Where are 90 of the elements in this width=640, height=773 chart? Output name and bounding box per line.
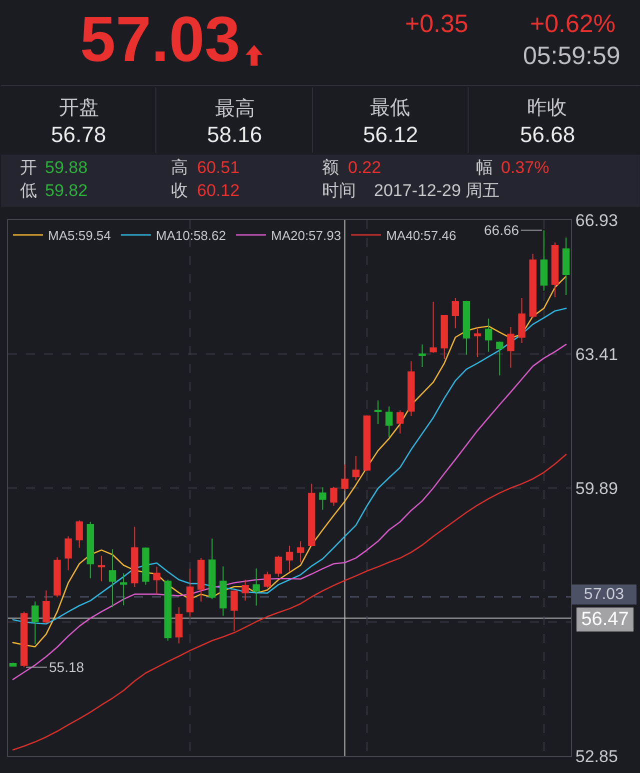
annotation: 66.66: [484, 222, 520, 238]
candlestick: [352, 456, 360, 481]
text: 56.12: [363, 122, 418, 147]
text: 0.22: [348, 158, 382, 177]
legend-label: MA5:59.54: [48, 228, 111, 244]
y-tick-label: 63.41: [575, 344, 618, 364]
text: 幅: [476, 158, 493, 177]
ref-line-label: 57.03: [584, 586, 624, 603]
candlestick: [197, 558, 205, 602]
candlestick: [108, 548, 116, 608]
text: 最低: [370, 97, 410, 119]
candlestick: [274, 555, 282, 578]
candlestick: [396, 410, 404, 434]
candlestick: [341, 464, 348, 492]
legend-label: MA10:58.62: [156, 228, 226, 244]
candlestick: [308, 483, 316, 548]
candlestick: [485, 318, 492, 352]
text: 时间: [322, 181, 356, 200]
candlestick: [208, 538, 216, 600]
candlestick: [507, 326, 514, 368]
candlestick: [518, 298, 526, 344]
candlestick: [32, 600, 39, 645]
candlestick: [142, 546, 150, 586]
candlestick: [296, 540, 304, 563]
text: 57.03: [80, 3, 240, 75]
text: 59.88: [45, 158, 88, 177]
candlestick: [98, 555, 106, 582]
candlestick: [562, 237, 570, 296]
candlestick: [430, 301, 437, 354]
text: 59.82: [45, 181, 88, 200]
candlestick: [551, 242, 559, 298]
text: +0.62%: [530, 10, 616, 38]
text: 56.68: [520, 122, 576, 147]
candlestick: [252, 568, 260, 606]
text: 开盘: [59, 97, 99, 119]
candlestick: [186, 568, 194, 618]
text: 05:59:59: [523, 42, 620, 70]
candlestick: [64, 536, 72, 571]
text: +0.35: [405, 10, 468, 38]
text: 60.12: [197, 181, 240, 200]
text: 额: [322, 158, 339, 177]
text: 0.37%: [501, 158, 550, 177]
candlestick: [76, 520, 83, 548]
text: 低: [20, 181, 37, 200]
line-series: [12, 454, 567, 751]
line-series: [12, 344, 567, 680]
candlestick: [496, 340, 504, 376]
candlestick: [220, 566, 227, 616]
text: 收: [171, 181, 188, 200]
candlestick: [440, 315, 448, 360]
candlestick: [131, 526, 138, 588]
candlestick: [363, 414, 371, 472]
candlestick: [462, 300, 470, 356]
text: 60.51: [197, 158, 240, 177]
text: 开: [20, 158, 37, 177]
candlestick: [120, 572, 128, 606]
candlestick: [175, 606, 182, 644]
legend-label: MA40:57.46: [386, 228, 456, 244]
candlestick: [319, 486, 326, 510]
candlestick: [408, 360, 415, 417]
annotation: 55.18: [49, 659, 84, 675]
ref-line-label: 56.47: [581, 609, 629, 630]
text: 2017-12-29 周五: [374, 181, 500, 200]
candlestick: [42, 590, 50, 624]
y-tick-label: 59.89: [575, 478, 618, 498]
text: 56.78: [51, 122, 106, 147]
candlestick: [20, 611, 28, 668]
candlestick: [330, 486, 338, 506]
text: 58.16: [207, 122, 262, 147]
candlestick: [86, 521, 94, 579]
y-tick-label: 66.93: [575, 210, 618, 230]
candlestick: [374, 400, 382, 425]
candlestick: [452, 298, 460, 329]
legend-label: MA20:57.93: [270, 228, 342, 244]
text: 高: [171, 158, 188, 177]
candlestick: [286, 545, 294, 572]
candlestick: [164, 579, 172, 642]
candlestick: [242, 579, 249, 602]
candlestick: [264, 571, 271, 588]
text: 最高: [215, 97, 255, 120]
candlestick: [54, 556, 61, 598]
candlestick: [385, 406, 393, 438]
candlestick: [474, 327, 482, 358]
text: 昨收: [527, 97, 567, 119]
candlestick: [230, 590, 238, 632]
candlestick: [418, 344, 426, 368]
y-tick-label: 52.85: [575, 746, 618, 766]
candlestick: [529, 253, 536, 318]
candlestick: [540, 230, 548, 292]
candlestick: [153, 566, 160, 595]
